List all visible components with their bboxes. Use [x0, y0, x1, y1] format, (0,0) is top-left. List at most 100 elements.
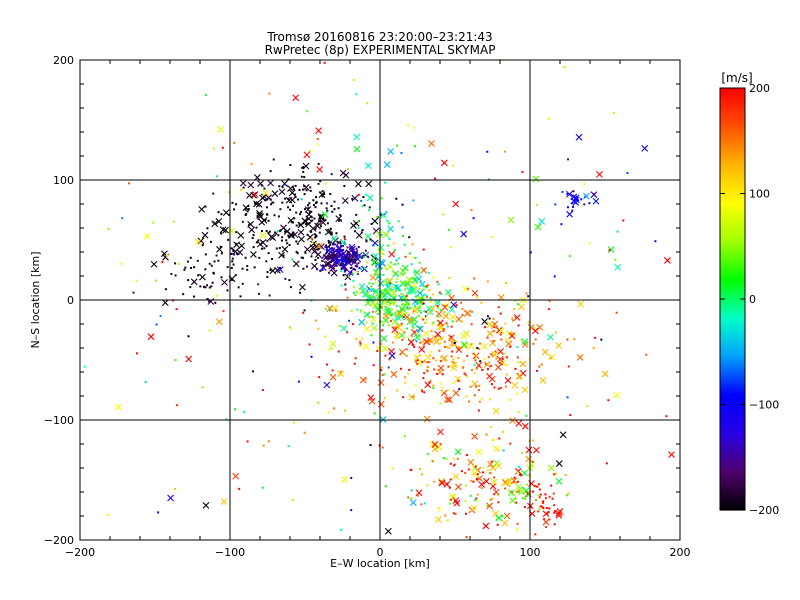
- scatter-dot: [231, 260, 234, 263]
- scatter-x-marker: [363, 325, 371, 333]
- scatter-x-marker: [259, 231, 267, 239]
- scatter-dot: [396, 322, 399, 325]
- scatter-dot: [425, 296, 428, 299]
- colorbar-swatch: [720, 349, 745, 352]
- colorbar-swatch: [720, 399, 745, 403]
- scatter-dot: [410, 335, 413, 338]
- scatter-dot: [277, 215, 280, 218]
- scatter-x-marker: [330, 234, 338, 242]
- scatter-dot: [373, 296, 376, 299]
- scatter-dot: [343, 270, 346, 273]
- scatter-dot: [430, 330, 433, 333]
- scatter-dot: [382, 321, 385, 324]
- scatter-dot: [505, 281, 508, 284]
- scatter-x-marker: [167, 494, 174, 502]
- scatter-dot: [493, 326, 496, 329]
- scatter-x-marker: [396, 310, 404, 317]
- scatter-dot: [451, 320, 454, 323]
- scatter-dot: [516, 377, 519, 380]
- scatter-dot: [314, 251, 317, 254]
- scatter-dot: [365, 253, 368, 256]
- scatter-x-marker: [262, 189, 269, 197]
- scatter-dot: [542, 502, 545, 505]
- colorbar-swatch: [720, 333, 745, 336]
- colorbar-swatch: [720, 126, 745, 129]
- scatter-dot: [502, 430, 505, 433]
- colorbar-swatch: [720, 505, 745, 509]
- scatter-dot: [486, 315, 489, 318]
- y-tick-label: −100: [44, 414, 74, 427]
- scatter-dot: [353, 261, 356, 264]
- scatter-dot: [302, 166, 305, 169]
- scatter-dot: [175, 308, 178, 311]
- scatter-dot: [182, 293, 185, 296]
- scatter-dot: [395, 287, 398, 290]
- scatter-dot: [231, 257, 234, 260]
- scatter-dot: [300, 175, 303, 178]
- scatter-dot: [394, 312, 397, 315]
- scatter-dot: [414, 286, 417, 289]
- scatter-dot: [396, 277, 399, 280]
- scatter-x-marker: [555, 460, 563, 467]
- scatter-dot: [302, 267, 305, 270]
- scatter-dot: [419, 291, 422, 294]
- scatter-dot: [525, 340, 528, 343]
- scatter-dot: [369, 286, 372, 289]
- scatter-dot: [300, 210, 303, 213]
- scatter-dot: [449, 498, 452, 501]
- scatter-dot: [292, 421, 295, 424]
- scatter-dot: [290, 221, 293, 224]
- scatter-dot: [233, 208, 236, 211]
- chart-title: Tromsø 20160816 23:20:00–23:21:43: [266, 30, 492, 44]
- scatter-x-marker: [302, 162, 310, 170]
- colorbar-swatch: [720, 363, 745, 366]
- scatter-dot: [548, 507, 551, 510]
- scatter-dot: [411, 343, 414, 346]
- scatter-dot: [448, 502, 451, 505]
- scatter-dot: [355, 213, 358, 216]
- colorbar-swatch: [720, 178, 745, 182]
- scatter-dot: [220, 213, 223, 216]
- scatter-dot: [422, 377, 425, 380]
- scatter-dot: [475, 499, 478, 502]
- scatter-dot: [548, 518, 551, 521]
- scatter-dot: [340, 528, 343, 531]
- colorbar-swatch: [720, 343, 745, 346]
- scatter-x-marker: [150, 260, 158, 268]
- colorbar-swatch: [720, 218, 745, 222]
- scatter-dot: [583, 183, 586, 186]
- scatter-dot: [344, 409, 347, 412]
- scatter-dot: [287, 445, 290, 448]
- scatter-dot: [418, 288, 421, 291]
- scatter-x-marker: [559, 431, 567, 439]
- scatter-x-marker: [387, 148, 395, 155]
- scatter-dot: [396, 274, 399, 277]
- scatter-dot: [265, 260, 268, 263]
- scatter-dot: [206, 227, 209, 230]
- colorbar-swatch: [720, 162, 745, 165]
- scatter-x-marker: [437, 428, 444, 436]
- scatter-dot: [499, 333, 502, 336]
- scatter-dot: [360, 309, 363, 312]
- scatter-dot: [228, 213, 231, 216]
- scatter-dot: [394, 326, 397, 329]
- scatter-dot: [268, 230, 271, 233]
- x-axis-ticks: −200 −100 0 100 200: [65, 546, 691, 559]
- scatter-dot: [451, 350, 454, 353]
- colorbar-swatch: [720, 445, 745, 449]
- scatter-x-marker: [528, 461, 535, 469]
- scatter-dot: [315, 201, 318, 204]
- scatter-dot: [338, 219, 341, 222]
- scatter-dot: [303, 208, 306, 211]
- scatter-dot: [395, 281, 398, 284]
- scatter-dot: [220, 252, 223, 255]
- scatter-dot: [528, 474, 531, 477]
- scatter-dot: [457, 379, 460, 382]
- scatter-dot: [475, 497, 478, 500]
- scatter-x-marker: [481, 318, 488, 325]
- scatter-dot: [317, 256, 320, 259]
- colorbar-swatch: [720, 242, 745, 246]
- scatter-x-marker: [336, 244, 344, 252]
- scatter-dot: [470, 209, 473, 212]
- colorbar-swatch: [720, 200, 745, 204]
